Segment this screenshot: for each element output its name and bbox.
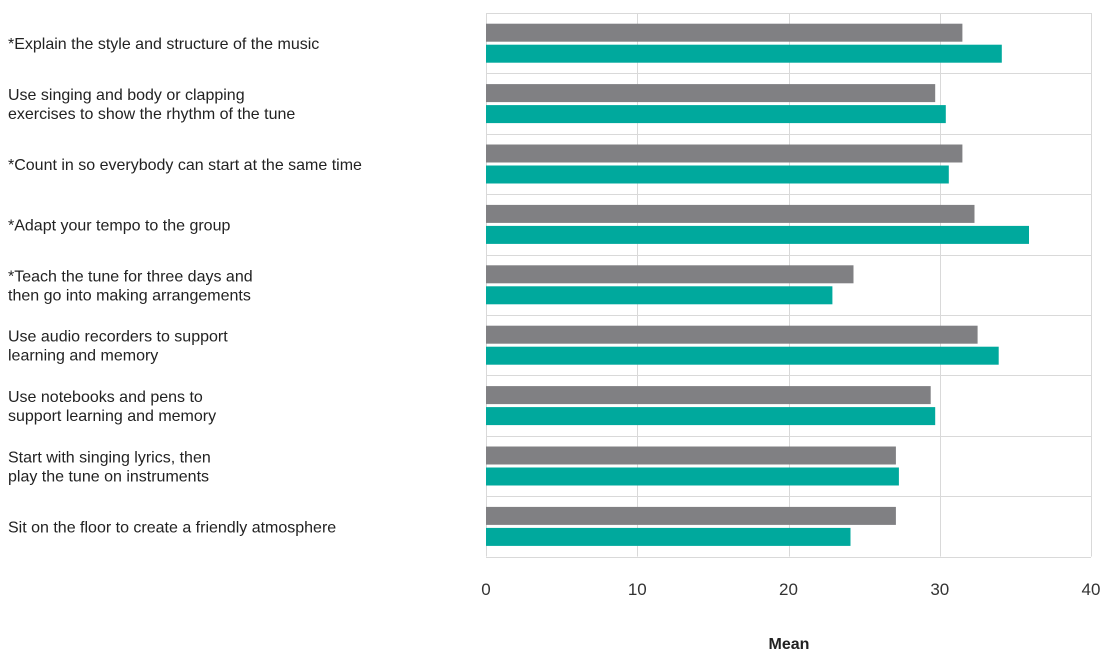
- bar-series-2: [486, 286, 833, 305]
- x-axis-ticks: 0 10 20 30 40: [481, 580, 1100, 599]
- category-label: Start with singing lyrics, then play the …: [8, 450, 211, 486]
- x-tick-label: 10: [628, 580, 647, 599]
- bar-series-2: [486, 346, 999, 365]
- bar-series-1: [486, 446, 896, 465]
- category-label: Use notebooks and pens to support learnin…: [8, 389, 216, 425]
- bar-series-2: [486, 225, 1029, 244]
- x-tick-label: 0: [481, 580, 490, 599]
- bars-layer: [486, 23, 1029, 546]
- x-tick-label: 30: [930, 580, 949, 599]
- grid-layer: [486, 13, 1092, 558]
- x-tick-label: 40: [1082, 580, 1101, 599]
- bar-series-1: [486, 23, 963, 42]
- bar-series-1: [486, 204, 975, 223]
- category-labels: *Explain the style and structure of the …: [8, 36, 362, 536]
- x-tick-label: 20: [779, 580, 798, 599]
- x-axis-title: Mean: [769, 636, 810, 650]
- category-label: Use audio recorders to support learning a…: [8, 329, 228, 365]
- category-label: *Explain the style and structure of the …: [8, 36, 319, 53]
- bar-series-2: [486, 165, 949, 184]
- bar-series-2: [486, 467, 899, 486]
- category-label: *Teach the tune for three days and then g…: [8, 268, 253, 304]
- bar-series-1: [486, 144, 963, 163]
- category-label: Sit on the floor to create a friendly at…: [8, 519, 336, 536]
- bar-series-2: [486, 527, 851, 546]
- category-label: *Adapt your tempo to the group: [8, 217, 230, 234]
- bar-series-2: [486, 105, 946, 124]
- category-label: Use singing and body or clapping exercise…: [8, 87, 295, 123]
- bar-series-1: [486, 84, 936, 103]
- bar-series-2: [486, 407, 936, 426]
- bar-series-2: [486, 44, 1002, 63]
- bar-series-1: [486, 325, 978, 344]
- bar-series-1: [486, 265, 854, 284]
- bar-series-1: [486, 506, 896, 525]
- category-label: *Count in so everybody can start at the …: [8, 157, 362, 174]
- bar-series-1: [486, 386, 931, 405]
